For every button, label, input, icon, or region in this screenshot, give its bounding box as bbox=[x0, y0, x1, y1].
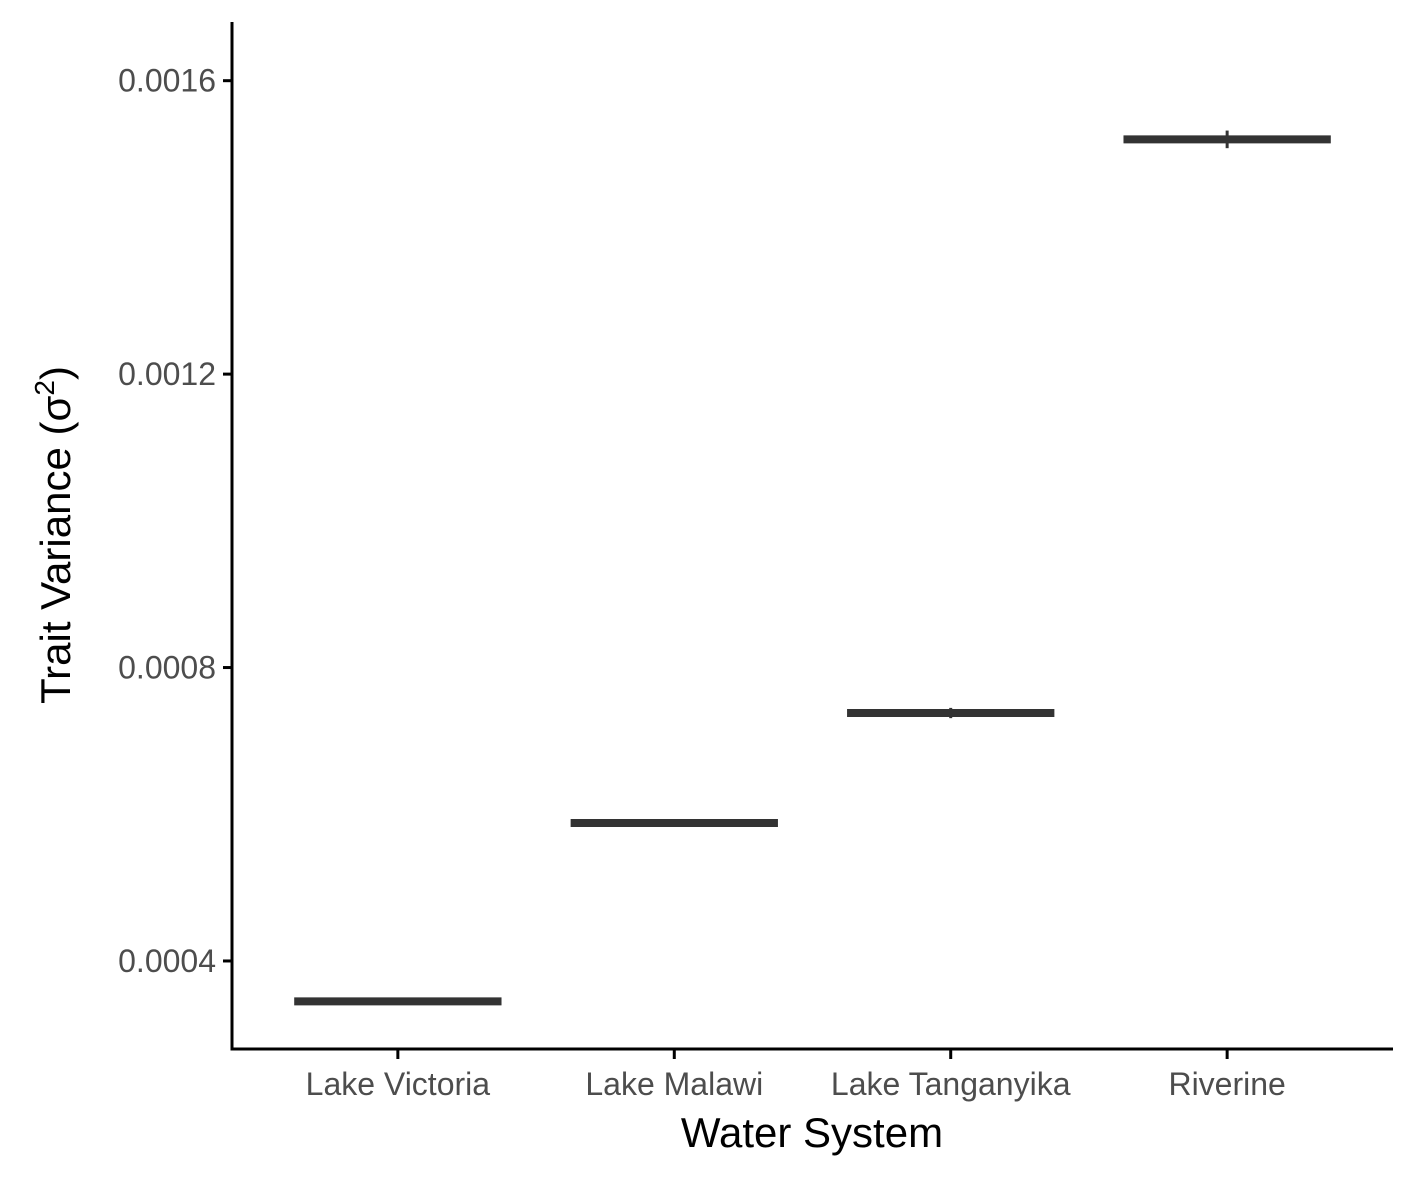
x-tick-label: Lake Malawi bbox=[585, 1066, 763, 1102]
y-axis-title-suffix: ) bbox=[32, 366, 79, 380]
y-axis-title: Trait Variance (σ2) bbox=[29, 366, 79, 704]
x-axis-ticks: Lake Victoria Lake Malawi Lake Tanganyika R… bbox=[306, 1049, 1286, 1102]
x-tick-label: Lake Victoria bbox=[306, 1066, 491, 1102]
y-tick-label: 0.0004 bbox=[118, 943, 216, 979]
y-axis-title-main: Trait Variance (σ bbox=[32, 396, 79, 704]
y-axis-title-superscript: 2 bbox=[29, 380, 60, 396]
plot-marks bbox=[294, 131, 1331, 1002]
y-tick-label: 0.0012 bbox=[118, 356, 216, 392]
x-tick-label: Riverine bbox=[1168, 1066, 1285, 1102]
x-tick-label: Lake Tanganyika bbox=[831, 1066, 1071, 1102]
y-tick-label: 0.0016 bbox=[118, 63, 216, 99]
x-axis-title: Water System bbox=[681, 1109, 943, 1156]
y-tick-label: 0.0008 bbox=[118, 650, 216, 686]
y-axis-ticks: 0.0004 0.0008 0.0012 0.0016 bbox=[118, 63, 232, 979]
